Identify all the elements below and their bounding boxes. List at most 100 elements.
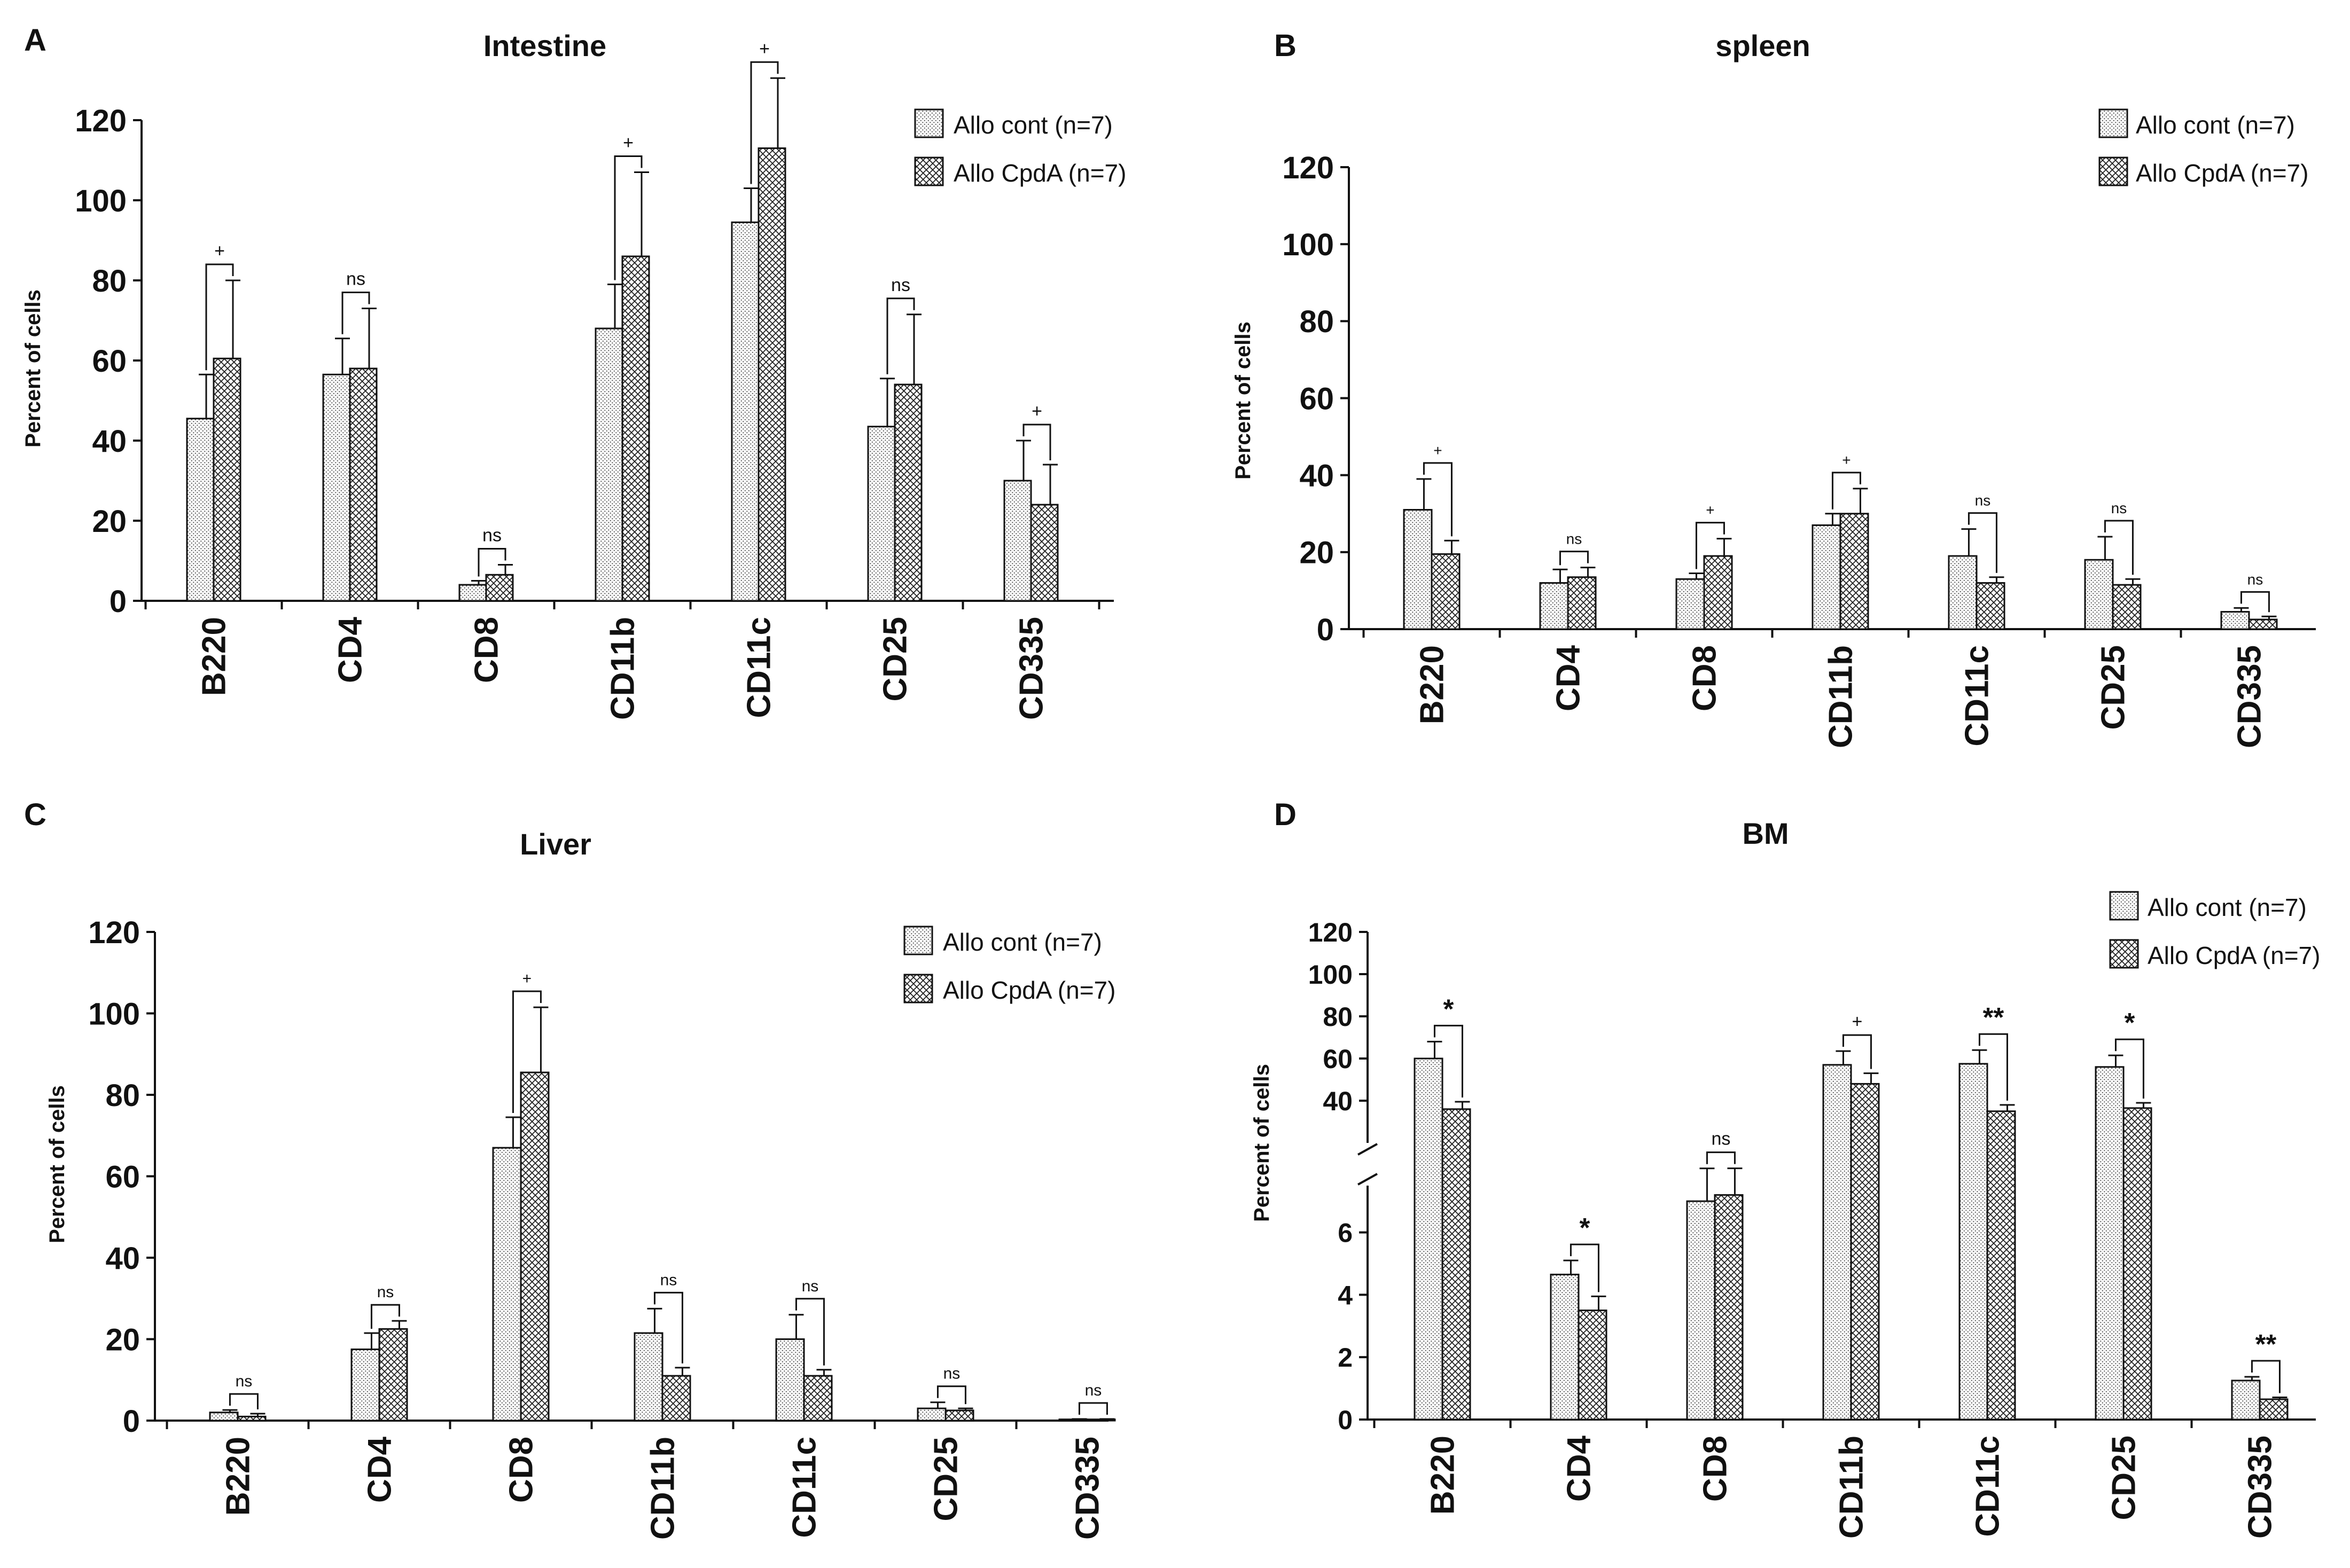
panel-d-y-tick-label: 2 (1338, 1343, 1353, 1373)
legend-swatch-allo-cont (2098, 108, 2128, 138)
panel-c: C Liver Percent of cells 0 20 40 60 80 100 120… (24, 797, 1116, 1540)
panel-b: B spleen Percent of cells 0 20 40 60 80 100 12… (1231, 28, 2316, 748)
panel-c-significance-label-b220: ns (236, 1373, 253, 1390)
panel-c-legend: Allo cont (n=7) Allo CpdA (n=7) (903, 926, 1115, 1004)
panel-d-bar-allo-cpda-cd11b (1850, 1083, 1880, 1421)
panel-d-category-label-cd11c: CD11c (1970, 1436, 2007, 1537)
panel-b-category-label-cd11b: CD11b (1823, 645, 1860, 748)
panel-a-bar-allo-cpda-cd335 (1030, 504, 1059, 602)
legend-swatch-allo-cpda (903, 974, 933, 1003)
panel-d-bar-allo-cpda-cd25 (2122, 1107, 2152, 1421)
panel-a-label: A (24, 23, 46, 58)
panel-d-category-label-cd8: CD8 (1697, 1436, 1734, 1502)
panel-d-significance-bracket-cd8 (1706, 1151, 1736, 1164)
panel-d-significance-label-cd25: * (2125, 1007, 2135, 1038)
panel-d-bar-allo-cpda-b220 (1441, 1108, 1471, 1421)
panel-a-significance-bracket-cd8 (478, 548, 506, 577)
legend-swatch-allo-cpda (2109, 939, 2139, 969)
legend-swatch-allo-cont (914, 108, 944, 138)
panel-b-significance-label-cd11c: ns (1975, 492, 1991, 509)
panel-b-significance-label-cd335: ns (2247, 571, 2263, 587)
panel-c-significance-bracket-b220 (229, 1393, 259, 1410)
panel-b-category-label-cd4: CD4 (1550, 645, 1587, 711)
panel-d-bar-allo-cont-cd4 (1550, 1273, 1580, 1421)
panel-a-significance-bracket-cd335 (1022, 424, 1051, 460)
panel-d-category-label-cd335: CD335 (2242, 1436, 2279, 1539)
panel-d-bar-allo-cont-b220 (1414, 1057, 1443, 1421)
panel-a-significance-label-b220: + (214, 241, 225, 261)
panel-d-y-tick-label: 80 (1323, 1002, 1353, 1032)
panel-d: D BM Percent of cells 0 2 4 6 40 60 80 100 120 * B… (1250, 797, 2320, 1539)
legend-swatch-allo-cont (903, 926, 933, 955)
panel-d-bar-allo-cont-cd25 (2095, 1066, 2125, 1421)
panel-c-significance-label-cd335: ns (1085, 1382, 1102, 1399)
panel-d-y-tick-label: 120 (1308, 918, 1353, 947)
legend-label-allo-cont: Allo cont (n=7) (943, 928, 1102, 956)
panel-d-category-label-cd4: CD4 (1561, 1435, 1598, 1502)
panel-a-significance-bracket-cd11c (750, 61, 779, 184)
legend-swatch-allo-cpda (2098, 156, 2128, 186)
panel-a-bar-allo-cont-cd335 (1003, 480, 1032, 602)
panel-a-significance-bracket-b220 (205, 263, 234, 371)
panel-c-significance-bracket-cd11c (795, 1298, 825, 1366)
panel-d-y-tick-label: 0 (1338, 1405, 1353, 1435)
panel-c-plot: 0 20 40 60 80 100 120 ns B220 ns CD4 + CD8 ns CD11b ns C… (88, 915, 1116, 1540)
panel-c-y-axis-label: Percent of cells (45, 1085, 69, 1243)
panel-c-category-label-cd11b: CD11b (645, 1437, 682, 1540)
panel-a-bar-allo-cpda-cd8 (485, 574, 514, 602)
legend-label-allo-cont: Allo cont (n=7) (2136, 111, 2295, 139)
panel-d-significance-label-cd11b: + (1852, 1012, 1863, 1032)
panel-d-y-tick-label: 4 (1338, 1280, 1353, 1310)
panel-c-y-tick-label: 0 (123, 1404, 140, 1439)
panel-b-y-axis-label: Percent of cells (1231, 322, 1255, 480)
panel-b-bar-allo-cpda-cd335 (2248, 618, 2278, 630)
panel-d-category-label-cd25: CD25 (2106, 1436, 2143, 1520)
panel-c-bar-allo-cont-cd11b (634, 1332, 663, 1422)
panel-c-significance-bracket-cd4 (370, 1304, 400, 1329)
panel-b-bar-allo-cpda-cd25 (2112, 584, 2142, 630)
panel-a-legend: Allo cont (n=7) Allo CpdA (n=7) (914, 108, 1126, 187)
panel-d-y-tick-label: 60 (1323, 1044, 1353, 1074)
panel-b-y-tick-label: 40 (1299, 459, 1334, 493)
panel-b-plot: 0 20 40 60 80 100 120 + B220 ns CD4 + CD8 + CD11b ns CD1… (1282, 151, 2316, 748)
panel-a-plot: 0 20 40 60 80 100 120 + B220 ns CD4 ns CD8 + CD11b + CD1… (75, 38, 1114, 720)
panel-a-bar-allo-cont-cd11b (595, 327, 623, 602)
panel-a-significance-bracket-cd4 (341, 292, 370, 334)
panel-c-y-tick-label: 100 (88, 997, 140, 1031)
panel-b-significance-bracket-cd8 (1695, 522, 1725, 569)
panel-c-bar-allo-cont-cd8 (492, 1147, 522, 1422)
panel-d-axis-break-mark-lower (1357, 1173, 1378, 1186)
legend-label-allo-cont: Allo cont (n=7) (954, 111, 1113, 139)
panel-d-significance-bracket-cd11b (1842, 1034, 1872, 1069)
panel-b-label: B (1274, 28, 1297, 63)
panel-a-category-label-cd11c: CD11c (741, 617, 778, 718)
panel-b-significance-bracket-b220 (1423, 462, 1453, 537)
panel-d-significance-bracket-cd4 (1570, 1243, 1599, 1292)
panel-b-bar-allo-cont-cd11b (1812, 524, 1841, 630)
panel-a-title: Intestine (483, 29, 606, 62)
panel-d-category-label-cd11b: CD11b (1833, 1436, 1870, 1539)
panel-b-category-label-cd25: CD25 (2095, 645, 2132, 730)
panel-b-y-tick-label: 80 (1299, 304, 1334, 339)
panel-a-bar-allo-cont-cd11c (731, 221, 760, 602)
panel-d-bar-allo-cont-cd8 (1686, 1200, 1716, 1421)
panel-c-significance-label-cd4: ns (377, 1283, 394, 1301)
panel-d-significance-bracket-cd25 (2114, 1038, 2144, 1099)
panel-a-significance-bracket-cd11b (614, 155, 643, 280)
panel-c-category-label-b220: B220 (220, 1437, 257, 1516)
panel-a-significance-label-cd11b: + (623, 133, 634, 153)
panel-d-significance-bracket-b220 (1433, 1024, 1463, 1097)
panel-b-category-label-cd11c: CD11c (1959, 645, 1996, 747)
panel-a-significance-label-cd335: + (1032, 401, 1042, 421)
panel-d-y-tick-label: 100 (1308, 960, 1353, 990)
panel-c-significance-label-cd11b: ns (660, 1271, 677, 1289)
panel-b-bar-allo-cont-cd25 (2084, 559, 2114, 630)
legend-swatch-allo-cpda (914, 156, 944, 186)
panel-a-category-label-cd25: CD25 (877, 617, 914, 702)
panel-b-significance-bracket-cd335 (2240, 591, 2270, 613)
panel-a-bar-allo-cpda-cd4 (349, 367, 378, 602)
panel-a-bar-allo-cpda-cd11b (621, 255, 650, 602)
panel-a-category-label-cd335: CD335 (1013, 617, 1050, 720)
panel-c-bar-allo-cont-cd25 (917, 1407, 947, 1422)
panel-b-y-tick-label: 120 (1282, 151, 1334, 185)
